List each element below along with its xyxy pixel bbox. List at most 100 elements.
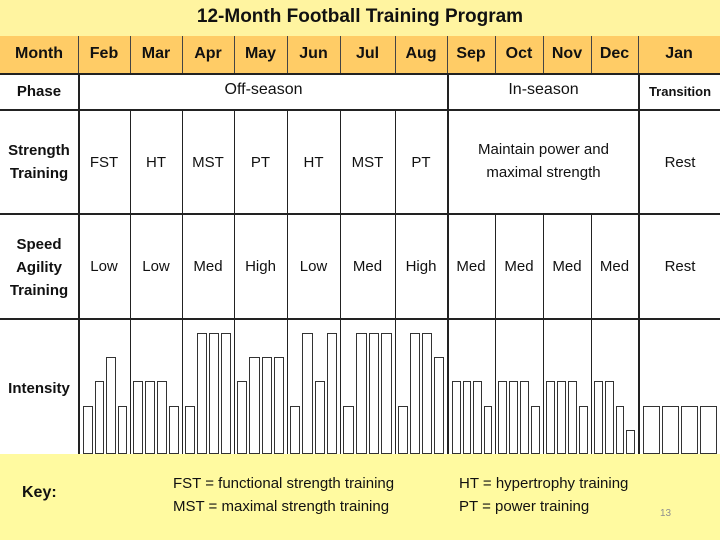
speed-may: High: [245, 258, 276, 275]
speed-row-label-line2: Agility: [16, 259, 62, 276]
strength-aug: PT: [411, 154, 431, 171]
month-header-jan: Jan: [665, 45, 693, 62]
header-separator: [638, 36, 639, 73]
speed-aug: High: [405, 258, 437, 275]
speed-mar: Low: [142, 258, 170, 275]
intensity-bar-jan-4: [700, 405, 717, 454]
strength-in-season-line2: maximal strength: [486, 164, 601, 181]
column-divider: [447, 73, 449, 454]
intensity-bar-apr-2: [197, 333, 207, 454]
month-header-feb: Feb: [89, 45, 119, 62]
intensity-bar-jul-1: [343, 405, 354, 454]
intensity-bar-apr-1: [185, 405, 195, 454]
header-separator: [287, 36, 288, 73]
row-divider-strength: [0, 213, 720, 215]
speed-jun: Low: [299, 258, 328, 275]
intensity-bar-oct-2: [509, 381, 518, 454]
speed-jan: Rest: [664, 258, 696, 275]
month-header-band: [0, 36, 720, 73]
phase-row-label: Phase: [16, 83, 62, 100]
month-header-aug: Aug: [405, 45, 437, 62]
intensity-bar-jul-3: [368, 333, 380, 454]
column-divider: [591, 215, 592, 454]
column-divider: [287, 111, 288, 454]
strength-row-label-line2: Training: [9, 165, 69, 182]
intensity-bar-feb-4: [117, 405, 127, 454]
phase-off-season: Off-season: [224, 81, 303, 98]
month-header-sep: Sep: [456, 45, 486, 62]
intensity-bar-may-4: [273, 357, 284, 454]
speed-nov: Med: [552, 258, 582, 275]
column-divider: [130, 111, 131, 454]
key-band: [0, 454, 720, 540]
row-divider-top: [0, 73, 720, 75]
intensity-bar-aug-1: [398, 405, 408, 454]
key-pt: PT = power training: [459, 498, 590, 515]
header-separator: [591, 36, 592, 73]
intensity-bar-jun-2: [302, 333, 313, 454]
intensity-bar-nov-2: [557, 381, 566, 454]
speed-row-label-line1: Speed: [16, 236, 62, 253]
row-divider-speed: [0, 318, 720, 320]
intensity-bar-may-2: [249, 357, 260, 454]
intensity-bar-dec-3: [615, 405, 625, 454]
column-divider: [340, 111, 341, 454]
header-separator: [543, 36, 544, 73]
speed-dec: Med: [599, 258, 630, 275]
speed-sep: Med: [456, 258, 486, 275]
column-divider: [395, 111, 396, 454]
intensity-bar-jun-4: [326, 333, 337, 454]
month-header-dec: Dec: [599, 45, 630, 62]
intensity-row-label: Intensity: [8, 380, 70, 397]
month-header-jun: Jun: [299, 45, 328, 62]
intensity-bar-nov-4: [579, 405, 588, 454]
intensity-bar-oct-3: [520, 381, 529, 454]
column-divider: [78, 73, 80, 454]
column-divider: [234, 111, 235, 454]
header-separator: [130, 36, 131, 73]
intensity-bar-jun-1: [290, 405, 301, 454]
intensity-bar-feb-1: [83, 405, 93, 454]
intensity-bar-feb-3: [106, 357, 116, 454]
strength-jul: MST: [351, 154, 384, 171]
strength-apr: MST: [192, 154, 224, 171]
key-label: Key:: [22, 484, 57, 501]
intensity-bar-jul-2: [355, 333, 367, 454]
intensity-bar-mar-3: [157, 381, 167, 454]
month-header-nov: Nov: [551, 45, 583, 62]
intensity-bar-may-3: [261, 357, 272, 454]
strength-feb: FST: [89, 154, 119, 171]
month-header-may: May: [244, 45, 277, 62]
intensity-bar-sep-1: [452, 381, 461, 454]
strength-may: PT: [250, 154, 271, 171]
title-band: [0, 0, 720, 36]
speed-jul: Med: [352, 258, 383, 275]
header-separator: [495, 36, 496, 73]
header-separator: [182, 36, 183, 73]
page-title: 12-Month Football Training Program: [196, 6, 524, 27]
intensity-bar-mar-1: [133, 381, 143, 454]
speed-oct: Med: [504, 258, 534, 275]
speed-apr: Med: [193, 258, 223, 275]
intensity-bar-oct-1: [498, 381, 507, 454]
header-separator: [78, 36, 79, 73]
key-mst: MST = maximal strength training: [173, 498, 390, 515]
intensity-bar-oct-4: [531, 405, 540, 454]
key-fst: FST = functional strength training: [173, 475, 395, 492]
intensity-bar-jul-4: [381, 333, 392, 454]
phase-transition: Transition: [648, 84, 712, 99]
intensity-bar-mar-4: [169, 405, 179, 454]
intensity-bar-apr-4: [221, 333, 231, 454]
speed-row-label-line3: Training: [9, 282, 69, 299]
intensity-bar-sep-2: [462, 381, 471, 454]
strength-row-label-line1: Strength: [8, 142, 70, 159]
intensity-bar-aug-4: [434, 357, 444, 454]
speed-feb: Low: [90, 258, 118, 275]
column-divider: [543, 215, 544, 454]
strength-jan: Rest: [664, 154, 696, 171]
intensity-bar-dec-2: [604, 381, 614, 454]
intensity-bar-jan-1: [643, 405, 660, 454]
month-header-mar: Mar: [141, 45, 171, 62]
strength-jun: HT: [303, 154, 324, 171]
